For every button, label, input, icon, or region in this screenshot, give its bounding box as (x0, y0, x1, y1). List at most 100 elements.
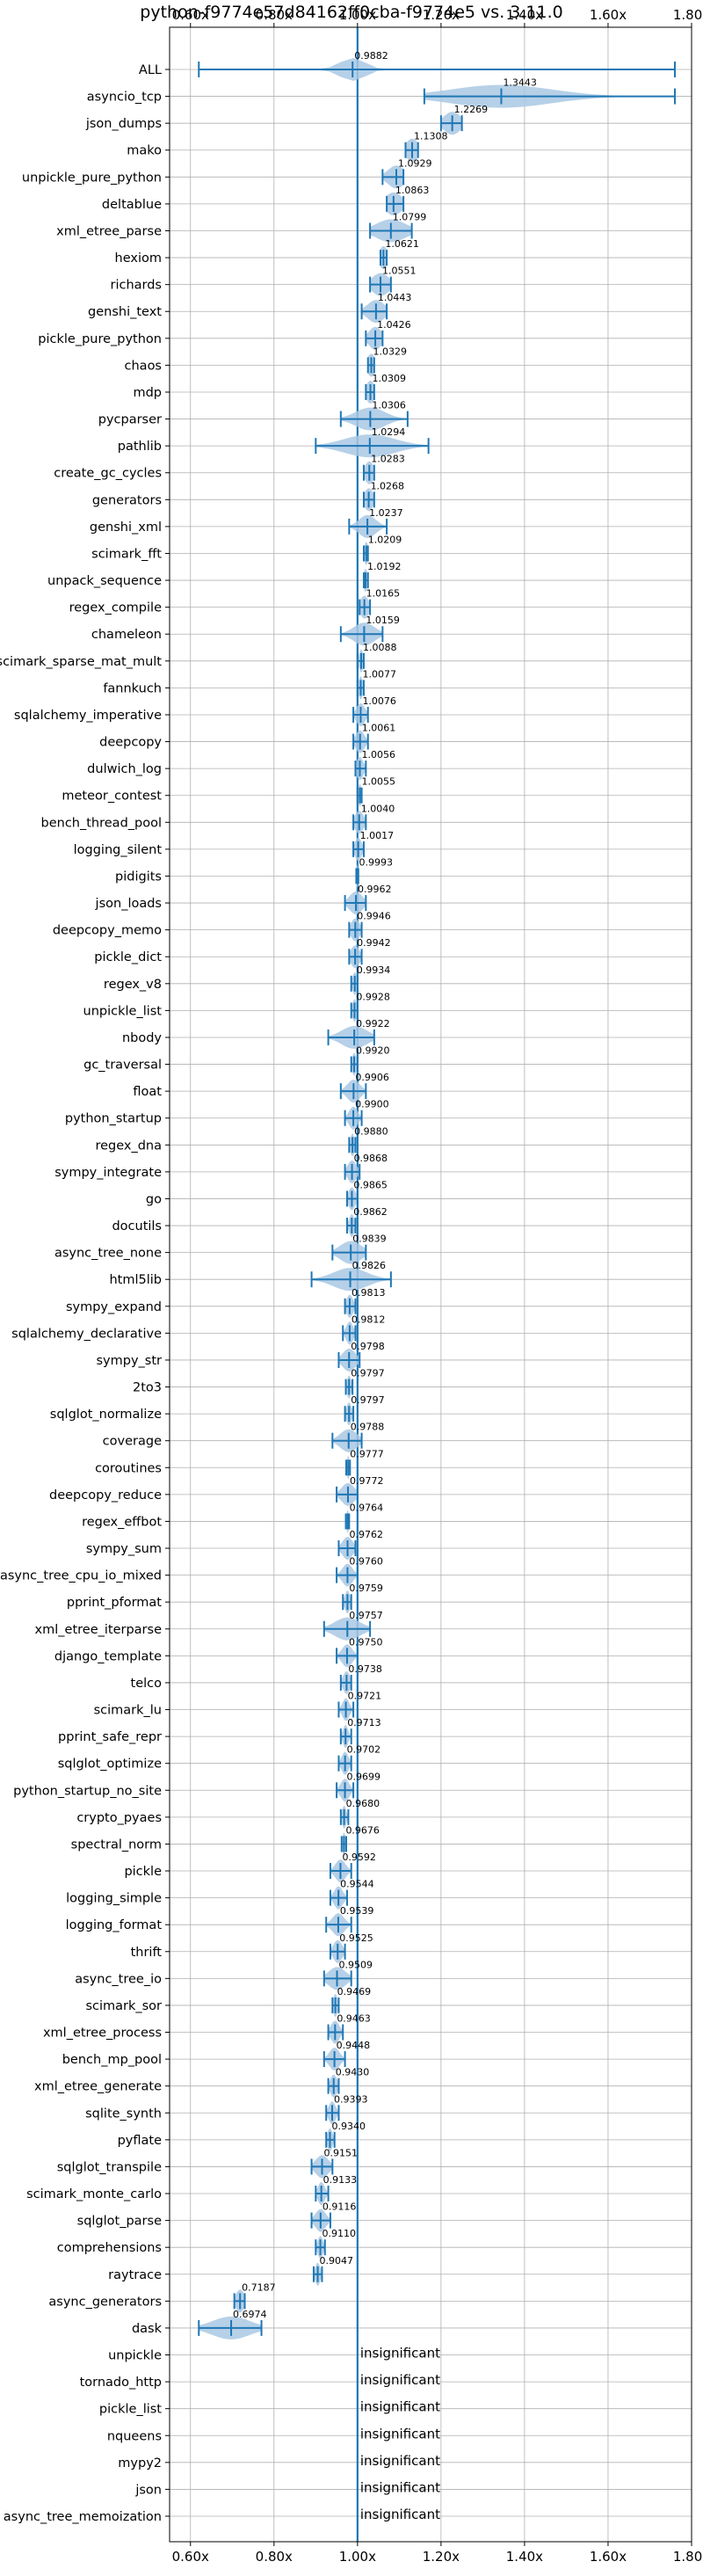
value-label: 0.9797 (351, 1394, 385, 1406)
value-label: 1.0929 (398, 157, 432, 169)
value-label: 0.9393 (334, 2093, 368, 2105)
value-label: 1.0088 (363, 642, 397, 653)
category-label: xml_etree_generate (34, 2080, 162, 2094)
value-label: 1.0443 (378, 292, 412, 303)
value-label: 0.9539 (340, 1905, 374, 1917)
category-label: sqlglot_optimize (58, 1757, 162, 1772)
value-label: 0.9934 (357, 964, 391, 976)
category-label: sympy_str (97, 1354, 163, 1368)
value-label: 0.9759 (349, 1583, 383, 1594)
value-label: 0.9151 (323, 2147, 358, 2158)
category-label: gc_traversal (83, 1059, 162, 1073)
value-label: 0.9942 (357, 937, 391, 949)
x-tick-label-top: 1.80x (673, 7, 703, 23)
category-label: pickle_list (99, 2403, 162, 2417)
category-label: logging_simple (66, 1892, 162, 1906)
value-label: 1.1308 (414, 131, 448, 142)
value-label: 0.9713 (347, 1717, 381, 1728)
x-tick-label-top: 1.00x (339, 7, 376, 23)
value-label: 1.3443 (503, 77, 537, 89)
category-label: tornado_http (80, 2376, 162, 2390)
category-label: float (133, 1085, 162, 1099)
value-label: 0.9448 (337, 2040, 371, 2051)
value-label: 0.9738 (348, 1663, 382, 1675)
value-label: 0.9812 (352, 1313, 386, 1325)
value-label: 0.9839 (352, 1233, 387, 1245)
category-label: sympy_integrate (54, 1166, 162, 1180)
value-label: 0.9110 (323, 2228, 357, 2239)
category-label: coverage (103, 1435, 162, 1449)
category-label: pprint_pformat (67, 1596, 162, 1610)
x-tick-label-bottom: 0.60x (172, 2549, 209, 2565)
value-label: 1.0268 (371, 480, 405, 491)
category-label: deltablue (102, 198, 162, 212)
value-label: 0.9047 (320, 2255, 354, 2267)
value-label: 1.0551 (382, 266, 417, 277)
category-label: pidigits (115, 870, 162, 884)
value-label: 0.9946 (357, 911, 391, 922)
category-label: xml_etree_parse (56, 224, 162, 238)
category-label: chameleon (91, 628, 162, 642)
category-label: sqlite_synth (85, 2107, 162, 2121)
value-label: 0.9928 (356, 991, 390, 1002)
category-label: sqlglot_parse (77, 2215, 162, 2229)
chart-title: python-f9774e57d84162ff0cba-f9774e5 vs. … (140, 3, 562, 22)
category-label: json (134, 2483, 162, 2497)
value-label: 0.9882 (354, 50, 388, 62)
value-label: 0.9750 (349, 1636, 383, 1648)
value-label: 1.0863 (395, 185, 430, 196)
category-label: sqlglot_transpile (57, 2160, 162, 2174)
category-label: unpack_sequence (47, 574, 162, 588)
x-tick-label-top: 1.40x (506, 7, 543, 23)
value-label: 0.9865 (353, 1179, 388, 1190)
value-label: 0.9922 (356, 1018, 390, 1030)
category-label: hexiom (115, 251, 162, 266)
value-label: 0.9680 (346, 1798, 380, 1809)
category-label: generators (92, 493, 162, 507)
value-label: 1.0076 (362, 695, 396, 707)
category-label: docutils (112, 1219, 162, 1233)
category-label: async_tree_none (54, 1247, 162, 1261)
category-label: unpickle (108, 2349, 162, 2363)
category-label: scimark_fft (91, 547, 162, 561)
value-label: 1.0209 (368, 534, 402, 545)
category-label: pickle_pure_python (38, 332, 162, 346)
value-label: 0.9340 (331, 2121, 366, 2132)
category-label: pprint_safe_repr (58, 1730, 162, 1744)
category-label: pathlib (118, 440, 162, 454)
category-label: logging_silent (74, 843, 163, 857)
insignificant-label: insignificant (360, 2507, 440, 2522)
value-label: 0.9463 (337, 2013, 371, 2025)
x-tick-label-top: 0.60x (172, 7, 209, 23)
category-label: bench_mp_pool (62, 2053, 162, 2067)
category-label: raytrace (108, 2268, 162, 2282)
value-label: 1.0192 (367, 561, 402, 572)
value-label: 1.0237 (369, 507, 403, 519)
category-label: regex_effbot (82, 1515, 162, 1529)
value-label: 0.9699 (347, 1771, 381, 1782)
value-label: 0.9920 (356, 1045, 390, 1057)
insignificant-label: insignificant (360, 2453, 440, 2469)
insignificant-label: insignificant (360, 2372, 440, 2388)
value-label: 1.0329 (373, 346, 407, 357)
value-label: 1.0309 (373, 373, 407, 384)
category-label: async_generators (48, 2295, 162, 2309)
category-label: sqlalchemy_imperative (14, 709, 162, 723)
category-label: comprehensions (57, 2241, 162, 2255)
marks-layer (198, 27, 676, 2542)
value-label: 1.2269 (454, 104, 489, 115)
x-tick-label-bottom: 1.40x (506, 2549, 543, 2565)
value-label: 1.0621 (385, 238, 419, 250)
category-label: genshi_xml (90, 520, 162, 535)
category-label: async_tree_io (75, 1972, 162, 1986)
category-label: regex_compile (69, 601, 162, 615)
category-label: pickle_dict (94, 950, 162, 964)
x-tick-label-bottom: 1.20x (423, 2549, 460, 2565)
value-label: 0.7187 (242, 2281, 276, 2293)
x-tick-label-top: 1.20x (423, 7, 460, 23)
x-tick-label-top: 1.60x (590, 7, 627, 23)
category-label: scimark_lu (94, 1704, 162, 1718)
value-label: 1.0799 (393, 211, 427, 222)
value-label: 1.0159 (366, 615, 400, 626)
